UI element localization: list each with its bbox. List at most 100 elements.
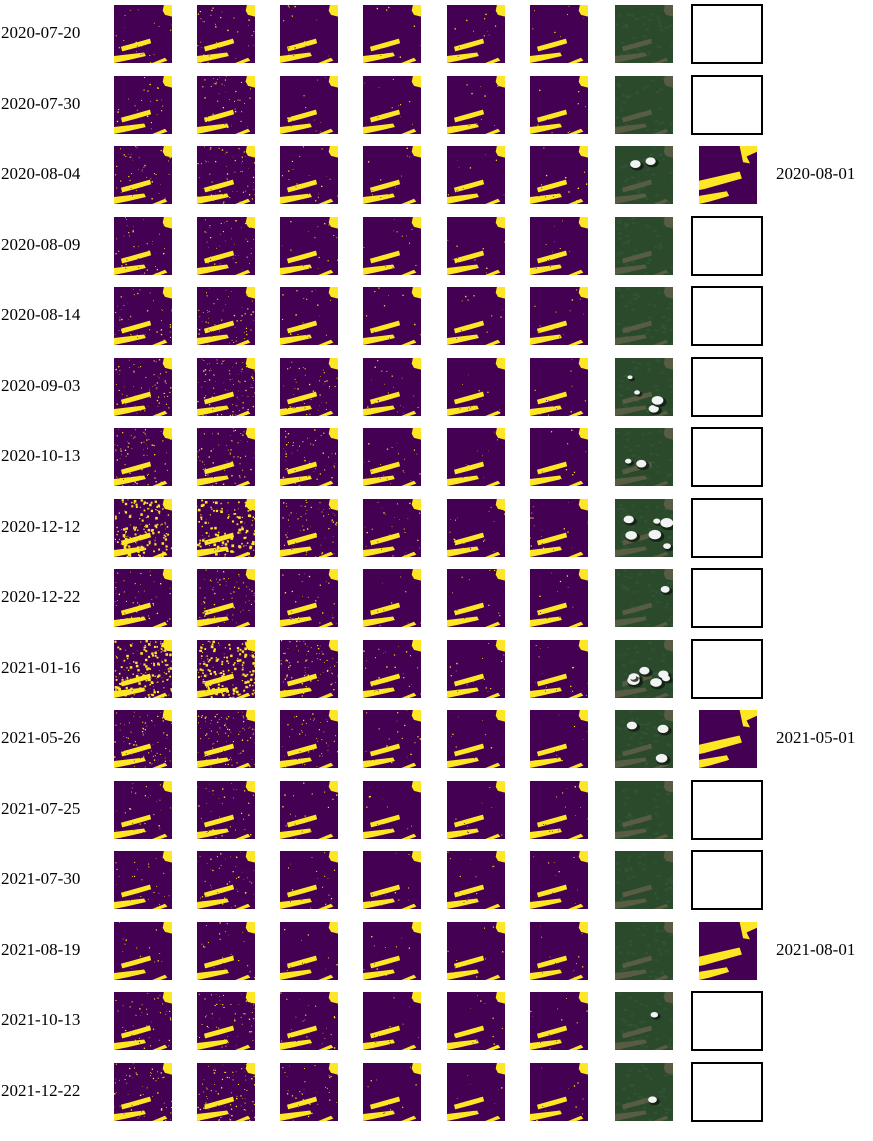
row-date-label: 2021-07-30 <box>1 869 81 888</box>
prediction-mask-tile <box>363 639 421 698</box>
prediction-mask-tile <box>197 357 255 416</box>
reference-mask-tile <box>699 921 757 980</box>
satellite-rgb-tile <box>615 357 673 416</box>
empty-reference-box <box>691 850 763 910</box>
empty-reference-box <box>691 427 763 487</box>
prediction-mask-tile <box>530 216 588 275</box>
prediction-mask-tile <box>363 357 421 416</box>
prediction-mask-tile <box>197 710 255 768</box>
prediction-mask-tile <box>114 710 172 768</box>
prediction-mask-tile <box>447 851 505 909</box>
satellite-rgb-tile <box>615 216 673 275</box>
prediction-mask-tile <box>280 428 338 486</box>
prediction-mask-tile <box>530 75 588 134</box>
prediction-mask-tile <box>447 5 505 63</box>
satellite-rgb-tile <box>615 780 673 839</box>
row-date-label: 2021-08-19 <box>1 939 81 959</box>
prediction-mask-tile <box>197 1062 255 1121</box>
prediction-mask-tile <box>114 498 172 557</box>
empty-reference-box <box>691 638 763 699</box>
empty-reference-box <box>691 497 763 558</box>
satellite-rgb-tile <box>615 287 673 345</box>
prediction-mask-tile <box>114 921 172 980</box>
prediction-mask-tile <box>530 5 588 63</box>
prediction-mask-tile <box>530 639 588 698</box>
prediction-mask-tile <box>530 146 588 204</box>
prediction-mask-tile <box>114 569 172 627</box>
prediction-mask-tile <box>363 921 421 980</box>
satellite-rgb-tile <box>615 428 673 486</box>
prediction-mask-tile <box>447 75 505 134</box>
empty-reference-box <box>691 74 763 135</box>
prediction-mask-tile <box>280 357 338 416</box>
row-date-label: 2021-05-26 <box>1 728 81 747</box>
prediction-mask-tile <box>280 780 338 839</box>
prediction-mask-tile <box>530 851 588 909</box>
satellite-rgb-tile <box>615 710 673 768</box>
satellite-rgb-tile <box>615 75 673 134</box>
row-date-label: 2020-07-20 <box>1 23 81 42</box>
prediction-mask-tile <box>447 428 505 486</box>
prediction-mask-tile <box>447 780 505 839</box>
satellite-rgb-tile <box>615 569 673 627</box>
prediction-mask-tile <box>280 75 338 134</box>
prediction-mask-tile <box>530 498 588 557</box>
row-date-label: 2021-12-22 <box>1 1080 81 1100</box>
prediction-mask-tile <box>197 287 255 345</box>
prediction-mask-tile <box>530 921 588 980</box>
prediction-mask-tile <box>114 780 172 839</box>
prediction-mask-tile <box>114 1062 172 1121</box>
prediction-mask-tile <box>114 287 172 345</box>
prediction-mask-tile <box>197 216 255 275</box>
prediction-mask-tile <box>530 428 588 486</box>
prediction-mask-tile <box>280 639 338 698</box>
prediction-mask-tile <box>363 5 421 63</box>
prediction-mask-tile <box>114 992 172 1050</box>
row-date-label: 2020-09-03 <box>1 375 81 395</box>
prediction-mask-tile <box>280 569 338 627</box>
prediction-mask-tile <box>363 287 421 345</box>
row-date-label: 2020-07-30 <box>1 93 81 113</box>
prediction-mask-tile <box>363 1062 421 1121</box>
prediction-mask-tile <box>363 569 421 627</box>
prediction-mask-tile <box>447 287 505 345</box>
prediction-mask-tile <box>114 639 172 698</box>
empty-reference-box <box>691 779 763 840</box>
satellite-rgb-tile <box>615 498 673 557</box>
prediction-mask-tile <box>280 287 338 345</box>
reference-mask-tile <box>699 146 757 204</box>
prediction-mask-tile <box>114 146 172 204</box>
row-date-label: 2020-08-09 <box>1 234 81 254</box>
prediction-mask-tile <box>447 992 505 1050</box>
satellite-rgb-tile <box>615 639 673 698</box>
prediction-mask-tile <box>280 216 338 275</box>
prediction-mask-tile <box>447 216 505 275</box>
prediction-mask-tile <box>280 921 338 980</box>
reference-mask-tile <box>699 710 757 768</box>
prediction-mask-tile <box>197 146 255 204</box>
empty-reference-box <box>691 356 763 417</box>
prediction-mask-tile <box>280 851 338 909</box>
prediction-mask-tile <box>447 357 505 416</box>
prediction-mask-tile <box>530 710 588 768</box>
prediction-mask-tile <box>114 428 172 486</box>
prediction-mask-tile <box>280 498 338 557</box>
empty-reference-box <box>691 991 763 1051</box>
prediction-mask-tile <box>197 921 255 980</box>
prediction-mask-tile <box>197 5 255 63</box>
prediction-mask-tile <box>447 639 505 698</box>
row-date-label: 2020-08-14 <box>1 305 81 324</box>
prediction-mask-tile <box>197 569 255 627</box>
prediction-mask-tile <box>363 216 421 275</box>
prediction-mask-tile <box>447 1062 505 1121</box>
prediction-mask-tile <box>447 146 505 204</box>
prediction-mask-tile <box>114 851 172 909</box>
prediction-mask-tile <box>363 75 421 134</box>
prediction-mask-tile <box>280 710 338 768</box>
empty-reference-box <box>691 215 763 276</box>
prediction-mask-tile <box>530 569 588 627</box>
reference-date-label: 2021-05-01 <box>776 728 856 747</box>
prediction-mask-tile <box>363 780 421 839</box>
prediction-mask-tile <box>363 851 421 909</box>
